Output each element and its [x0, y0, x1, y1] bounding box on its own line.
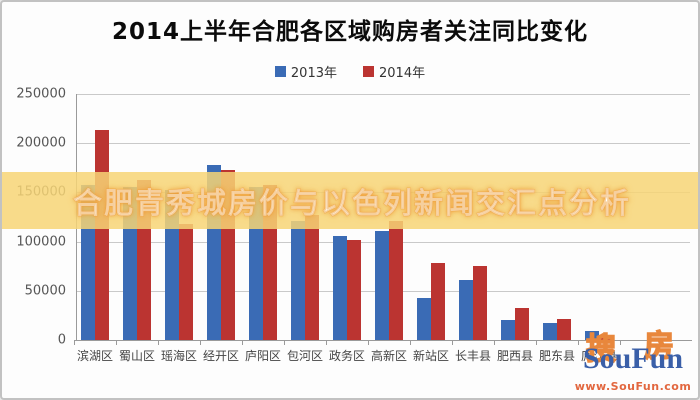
chart-title: 2014上半年合肥各区域购房者关注同比变化 [111, 19, 588, 45]
x-axis-label-庐阳区: 庐阳区 [244, 349, 281, 363]
bar-2013年-肥东县 [543, 323, 557, 340]
x-axis-tick [452, 341, 453, 345]
legend-item-2014: 2014年 [363, 62, 425, 81]
x-axis-label-肥东县: 肥东县 [538, 349, 575, 363]
x-axis-tick [410, 341, 411, 345]
x-axis-label-蜀山区: 蜀山区 [118, 349, 155, 363]
x-axis-label-政务区: 政务区 [328, 349, 365, 363]
y-axis-tick-label: 250000 [16, 86, 66, 102]
x-axis-tick [326, 341, 327, 345]
bar-2014年-肥西县 [515, 307, 529, 340]
bar-2014年-瑶海区 [179, 223, 193, 340]
x-axis-label-新站区: 新站区 [412, 349, 449, 363]
watermark-cjk-right: 房 [643, 328, 675, 365]
x-axis-tick [200, 341, 201, 345]
bar-2014年-肥东县 [557, 319, 571, 340]
x-axis-tick [368, 341, 369, 345]
bar-2013年-高新区 [375, 230, 389, 340]
x-axis-tick [578, 341, 579, 345]
legend-swatch-2013-icon [274, 66, 286, 77]
x-axis-label-瑶海区: 瑶海区 [160, 349, 197, 363]
bar-2013年-包河区 [291, 220, 305, 340]
bar-2013年-长丰县 [459, 279, 473, 340]
legend-label-2014: 2014年 [379, 66, 426, 81]
overlay-banner: 合肥青秀城房价与以色列新闻交汇点分析 [2, 172, 698, 229]
legend: 2013年 2014年 [2, 62, 698, 81]
bar-2014年-滨湖区 [95, 130, 109, 340]
bar-2013年-新站区 [417, 297, 431, 340]
bar-2014年-新站区 [431, 263, 445, 340]
x-axis-tick [494, 341, 495, 345]
x-axis-label-庐江县: 庐江县 [580, 349, 617, 363]
x-axis-tick [74, 341, 75, 345]
bar-2014年-庐江县 [599, 335, 613, 340]
x-axis-tick [284, 341, 285, 345]
overlay-banner-text: 合肥青秀城房价与以色列新闻交汇点分析 [72, 185, 631, 220]
gridline [77, 94, 690, 95]
bar-2014年-政务区 [347, 239, 361, 340]
watermark-cjk-left: 搜 [585, 331, 617, 368]
bar-2014年-包河区 [305, 215, 319, 340]
gridline [77, 143, 690, 145]
x-axis-tick [620, 341, 621, 345]
x-axis-label-经开区: 经开区 [202, 349, 239, 363]
x-axis-line [74, 340, 692, 341]
x-axis-label-包河区: 包河区 [286, 349, 323, 363]
legend-label-2013: 2013年 [290, 66, 337, 81]
bar-2014年-高新区 [389, 220, 403, 340]
x-axis-tick [158, 341, 159, 345]
x-axis-label-长丰县: 长丰县 [454, 349, 491, 363]
legend-item-2013: 2013年 [274, 62, 337, 81]
x-axis-tick [116, 341, 117, 345]
x-axis-tick [242, 341, 243, 345]
y-axis-tick-label: 50000 [24, 283, 66, 299]
bar-2013年-政务区 [333, 235, 347, 340]
watermark-brand: SouFun [582, 342, 684, 375]
legend-swatch-2014-icon [363, 66, 374, 77]
soufun-watermark: 搜 房 SouFun www.SouFun.com [574, 324, 692, 396]
y-axis-tick-label: 200000 [16, 135, 66, 151]
bar-2014年-长丰县 [473, 266, 487, 340]
x-axis-label-滨湖区: 滨湖区 [76, 349, 113, 363]
bar-2013年-肥西县 [501, 320, 515, 340]
x-axis-label-肥西县: 肥西县 [496, 349, 533, 363]
y-axis-tick-label: 100000 [16, 234, 66, 250]
y-axis-tick-label: 0 [57, 332, 66, 348]
bar-2013年-庐江县 [585, 331, 599, 340]
x-axis-label-高新区: 高新区 [370, 349, 407, 363]
watermark-url: www.SouFun.com [574, 380, 692, 393]
x-axis-tick [536, 341, 537, 345]
